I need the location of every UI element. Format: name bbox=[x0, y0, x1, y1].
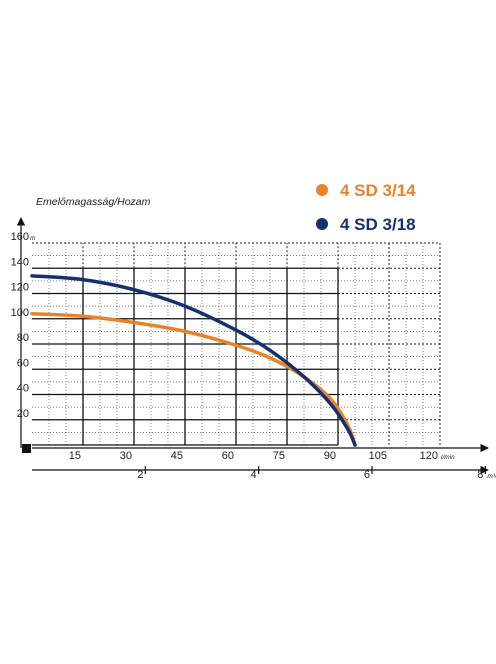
legend-marker bbox=[316, 184, 328, 196]
y-tick-label: 20 bbox=[17, 408, 29, 420]
legend-marker bbox=[316, 218, 328, 230]
x2-tick-label: 4 bbox=[251, 469, 257, 481]
x-tick-label: 30 bbox=[120, 450, 132, 462]
x-tick-label: 60 bbox=[222, 450, 234, 462]
legend-label: 4 SD 3/14 bbox=[340, 181, 416, 200]
curves bbox=[30, 274, 357, 447]
x-tick-label: 45 bbox=[171, 450, 183, 462]
x-tick-label: 105 bbox=[369, 450, 387, 462]
x2-tick-labels: 2 4 6 8 m³/h bbox=[137, 466, 496, 481]
x2-tick-label: 8 bbox=[477, 469, 483, 481]
x-tick-label: 90 bbox=[324, 450, 336, 462]
y-tick-labels: 20 40 60 80 100 120 140 160 m bbox=[11, 231, 36, 420]
y-tick-label: 60 bbox=[17, 357, 29, 369]
major-grid bbox=[32, 242, 441, 446]
legend-label: 4 SD 3/18 bbox=[340, 215, 416, 234]
y-tick-label: 160 bbox=[11, 231, 29, 243]
origin-marker bbox=[22, 444, 31, 453]
y-tick-label: 100 bbox=[11, 307, 29, 319]
x2-tick-label: 2 bbox=[137, 469, 143, 481]
y-unit-label: m bbox=[30, 235, 36, 242]
curve-4-sd-3-18 bbox=[30, 274, 357, 447]
x-tick-label: 75 bbox=[273, 450, 285, 462]
x-tick-label: 15 bbox=[69, 450, 81, 462]
x-tick-labels: 15 30 45 60 75 90 105 120 l/min bbox=[69, 450, 455, 462]
x-tick-label: 120 bbox=[420, 450, 438, 462]
x-unit-label: l/min bbox=[441, 454, 455, 461]
legend: 4 SD 3/14 4 SD 3/18 bbox=[316, 181, 416, 234]
chart-subtitle: Emelőmagasság/Hozam bbox=[36, 196, 151, 208]
curve-4-sd-3-14 bbox=[30, 311, 357, 447]
y-tick-label: 120 bbox=[11, 282, 29, 294]
y-tick-label: 40 bbox=[17, 383, 29, 395]
x2-unit-label: m³/h bbox=[487, 473, 496, 480]
y-tick-label: 80 bbox=[17, 332, 29, 344]
y-tick-label: 140 bbox=[11, 256, 29, 268]
x2-tick-label: 6 bbox=[364, 469, 370, 481]
